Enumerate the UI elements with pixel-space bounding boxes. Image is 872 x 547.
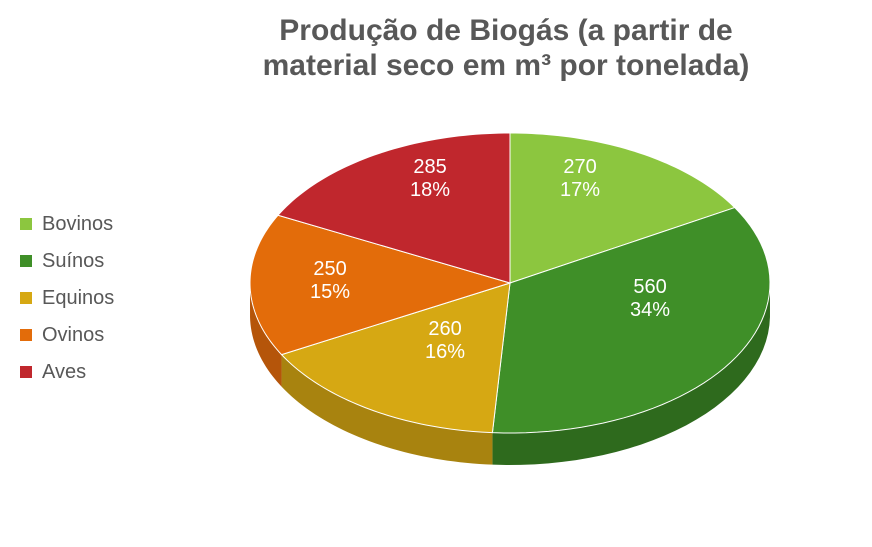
pie-slice-value: 270 bbox=[560, 156, 600, 179]
legend: Bovinos Suínos Equinos Ovinos Aves bbox=[0, 199, 200, 398]
pie-slice-value: 250 bbox=[310, 258, 350, 281]
pie-slice-label: 27017% bbox=[560, 156, 600, 202]
legend-swatch bbox=[20, 329, 32, 341]
pie-slice-label: 25015% bbox=[310, 258, 350, 304]
pie-slice-percent: 18% bbox=[410, 179, 450, 202]
pie-slice-label: 56034% bbox=[630, 276, 670, 322]
legend-label: Aves bbox=[42, 361, 86, 384]
legend-label: Equinos bbox=[42, 287, 114, 310]
chart-title-line1: Produção de Biogás (a partir de bbox=[140, 14, 872, 49]
legend-item: Aves bbox=[20, 361, 200, 384]
pie-slice-percent: 15% bbox=[310, 281, 350, 304]
pie-slice-value: 260 bbox=[425, 318, 465, 341]
pie-svg bbox=[200, 88, 820, 508]
pie-slice-percent: 17% bbox=[560, 179, 600, 202]
legend-swatch bbox=[20, 255, 32, 267]
legend-label: Bovinos bbox=[42, 213, 113, 236]
pie-slice-value: 285 bbox=[410, 156, 450, 179]
legend-label: Suínos bbox=[42, 250, 104, 273]
legend-item: Ovinos bbox=[20, 324, 200, 347]
chart-title-line2: material seco em m³ por tonelada) bbox=[140, 49, 872, 84]
chart-title: Produção de Biogás (a partir de material… bbox=[0, 0, 872, 83]
pie-slice-percent: 16% bbox=[425, 341, 465, 364]
pie-slice-percent: 34% bbox=[630, 299, 670, 322]
pie-chart: 27017% 56034% 26016% 25015% 28518% bbox=[200, 88, 820, 508]
legend-item: Equinos bbox=[20, 287, 200, 310]
legend-item: Bovinos bbox=[20, 213, 200, 236]
legend-swatch bbox=[20, 218, 32, 230]
legend-swatch bbox=[20, 292, 32, 304]
legend-item: Suínos bbox=[20, 250, 200, 273]
legend-label: Ovinos bbox=[42, 324, 104, 347]
pie-slice-value: 560 bbox=[630, 276, 670, 299]
legend-swatch bbox=[20, 366, 32, 378]
chart-content: Bovinos Suínos Equinos Ovinos Aves 27017% 560… bbox=[0, 83, 872, 513]
pie-slice-label: 26016% bbox=[425, 318, 465, 364]
pie-slice-label: 28518% bbox=[410, 156, 450, 202]
